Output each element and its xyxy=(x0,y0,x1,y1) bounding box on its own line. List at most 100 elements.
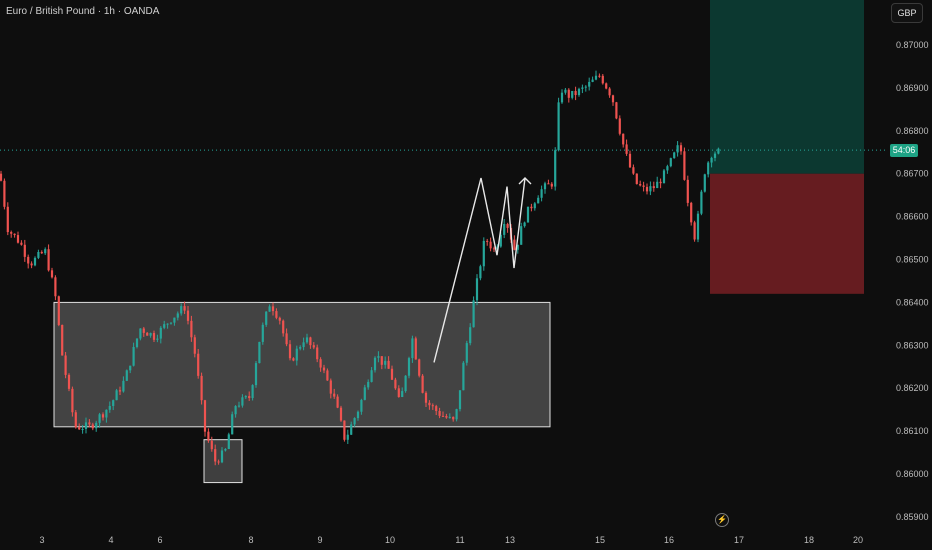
candle xyxy=(503,218,506,239)
candle xyxy=(635,173,638,185)
candle xyxy=(656,176,659,189)
candle xyxy=(605,82,608,90)
candle xyxy=(520,222,523,245)
candle xyxy=(207,428,210,443)
candle xyxy=(475,274,479,306)
candle xyxy=(57,295,60,327)
y-tick-label: 0.86000 xyxy=(896,469,929,479)
candle xyxy=(190,315,193,342)
candle xyxy=(547,179,550,185)
candle xyxy=(676,141,679,157)
lightning-icon[interactable]: ⚡ xyxy=(715,513,729,527)
candle xyxy=(47,244,50,272)
candle xyxy=(135,338,139,349)
candle xyxy=(326,368,329,381)
candle xyxy=(214,444,217,466)
candle xyxy=(122,376,125,393)
candle xyxy=(312,342,315,350)
candle xyxy=(30,261,33,269)
candle xyxy=(71,386,74,417)
y-tick-label: 0.86400 xyxy=(896,297,929,307)
stop-loss-zone xyxy=(710,173,864,294)
y-tick-label: 0.86900 xyxy=(896,83,929,93)
price-axis: 0.87000 0.86900 0.86800 0.86700 0.86600 0.865… xyxy=(896,40,929,522)
candle xyxy=(445,413,448,419)
candle xyxy=(418,358,421,378)
candle xyxy=(360,398,363,415)
candle xyxy=(258,341,261,364)
candle xyxy=(101,412,105,421)
candle xyxy=(44,247,47,256)
candle xyxy=(469,323,472,346)
candle xyxy=(713,151,717,162)
y-tick-label: 0.86500 xyxy=(896,255,929,265)
candle xyxy=(108,401,111,413)
candle xyxy=(424,391,428,407)
candle xyxy=(557,97,560,152)
candle xyxy=(407,356,411,379)
candle xyxy=(329,378,332,399)
candle xyxy=(98,412,101,428)
candle xyxy=(220,447,224,464)
candle xyxy=(482,237,485,271)
candle xyxy=(61,324,64,356)
candle xyxy=(441,411,445,417)
candle xyxy=(588,77,591,91)
projection-path xyxy=(433,177,526,363)
candle xyxy=(611,94,615,106)
y-tick-label: 0.86200 xyxy=(896,383,929,393)
candle xyxy=(231,411,234,435)
candle xyxy=(173,317,176,326)
candle xyxy=(380,356,383,370)
candle xyxy=(50,267,54,279)
candle xyxy=(316,344,319,363)
candle xyxy=(700,189,703,216)
candle xyxy=(13,233,16,238)
candle xyxy=(217,459,220,465)
candle xyxy=(169,322,173,325)
candle xyxy=(679,142,683,155)
candle xyxy=(16,231,20,244)
candle xyxy=(6,202,9,236)
projection-arrowhead xyxy=(518,177,532,185)
candle xyxy=(367,379,370,390)
candle xyxy=(210,436,213,452)
candle xyxy=(577,87,581,97)
candle xyxy=(282,319,285,337)
candle xyxy=(268,304,271,312)
candle xyxy=(112,399,115,411)
candle xyxy=(305,333,309,344)
candle xyxy=(254,361,258,388)
candle xyxy=(615,101,618,120)
candle xyxy=(183,301,186,315)
candle xyxy=(142,326,145,337)
candle xyxy=(200,372,203,405)
candle xyxy=(95,420,98,432)
candle xyxy=(356,410,360,421)
currency-button[interactable]: GBP xyxy=(891,3,923,23)
candle xyxy=(166,323,169,329)
candle xyxy=(431,403,434,410)
candle xyxy=(156,334,159,343)
candle xyxy=(115,388,118,401)
candle xyxy=(574,86,577,101)
candle xyxy=(275,308,278,320)
candle xyxy=(40,250,43,255)
candle xyxy=(299,345,302,351)
candle xyxy=(0,170,3,182)
candle xyxy=(506,222,509,233)
candle xyxy=(27,254,30,269)
candle xyxy=(237,401,241,408)
candle xyxy=(530,203,533,212)
candle xyxy=(333,388,336,399)
candle xyxy=(350,421,353,435)
x-tick-label: 18 xyxy=(804,535,814,545)
candle xyxy=(377,351,380,363)
candle xyxy=(479,264,482,281)
candle xyxy=(414,336,417,360)
candle xyxy=(197,349,200,379)
candle xyxy=(428,400,431,410)
candle xyxy=(125,369,128,382)
candle xyxy=(278,316,281,325)
